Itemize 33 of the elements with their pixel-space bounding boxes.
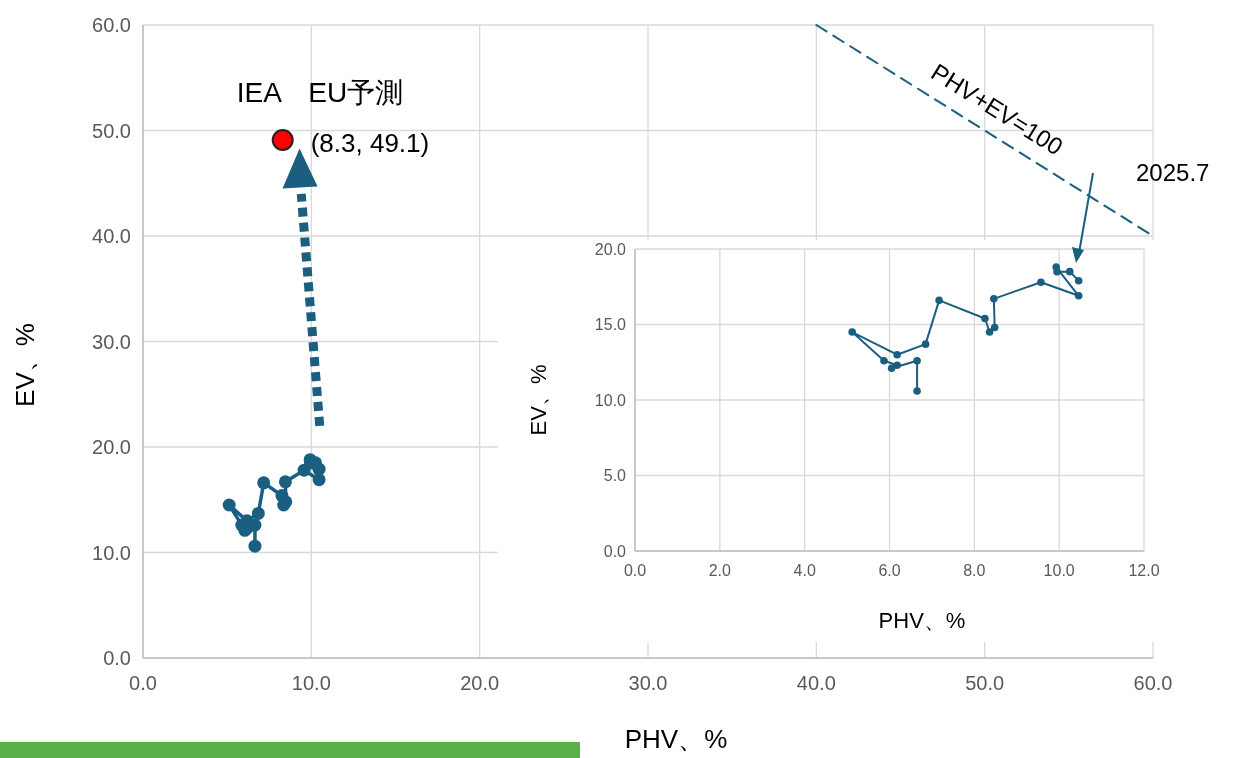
y-tick-label: 5.0	[603, 467, 627, 485]
y-tick-label: 60.0	[92, 14, 131, 36]
y-tick-label: 40.0	[92, 225, 131, 247]
y-tick-label: 0.0	[603, 542, 627, 560]
x-axis-title: PHV、%	[624, 724, 728, 754]
x-tick-label: 50.0	[965, 672, 1005, 694]
y-tick-label: 20.0	[594, 240, 627, 258]
x-tick-label: 40.0	[796, 672, 836, 694]
y-tick-label: 50.0	[92, 119, 131, 142]
x-tick-label: 4.0	[793, 562, 816, 579]
x-tick-label: 30.0	[628, 672, 668, 694]
x-tick-label: 10.0	[291, 672, 331, 694]
x-tick-label: 0.0	[623, 562, 647, 579]
x-tick-label: 60.0	[1133, 672, 1173, 694]
series-label: IEA EU予測	[236, 77, 404, 108]
y-axis-title: EV、%	[10, 323, 40, 407]
x-tick-label: 6.0	[878, 562, 901, 579]
x-tick-label: 20.0	[460, 672, 500, 694]
y-tick-label: 10.0	[594, 391, 627, 409]
y-tick-label: 30.0	[92, 330, 131, 353]
x-axis-title: PHV、%	[878, 608, 966, 633]
y-tick-label: 15.0	[594, 316, 627, 334]
y-axis-title: EV、%	[526, 364, 551, 436]
annotation: 2025.7	[1136, 159, 1210, 186]
x-tick-label: 12.0	[1128, 562, 1160, 579]
x-tick-label: 8.0	[963, 562, 986, 579]
y-tick-label: 20.0	[92, 436, 131, 458]
x-tick-label: 0.0	[129, 672, 157, 694]
y-tick-label: 0.0	[103, 647, 131, 669]
y-tick-label: 10.0	[92, 541, 131, 564]
x-tick-label: 2.0	[708, 562, 732, 579]
x-tick-label: 10.0	[1043, 562, 1075, 579]
data-label: (8.3, 49.1)	[310, 127, 430, 158]
